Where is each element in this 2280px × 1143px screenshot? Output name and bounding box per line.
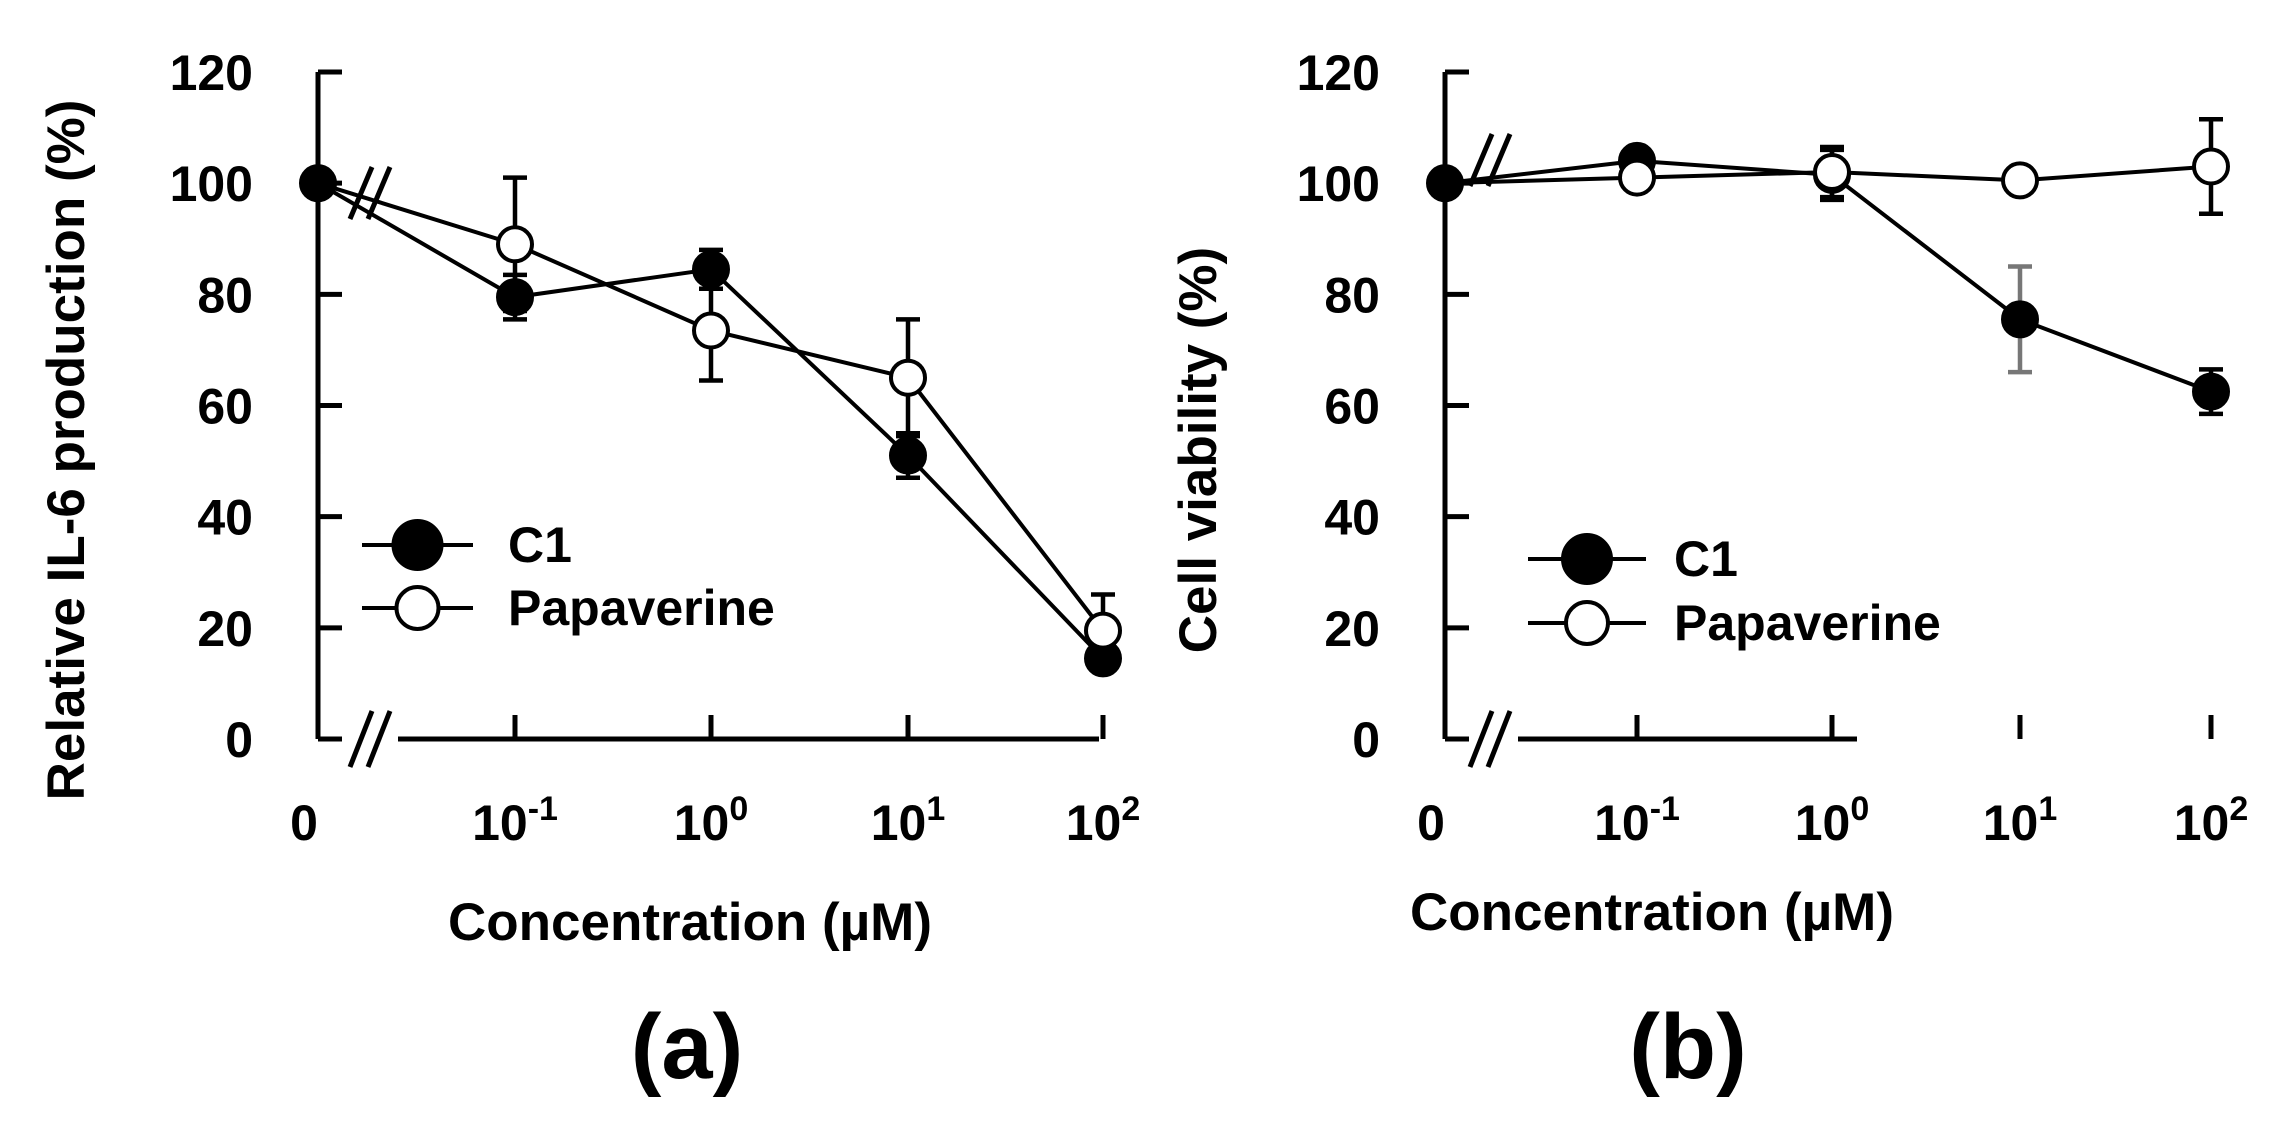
y-tick-label: 100 bbox=[170, 156, 253, 212]
series-break-mark bbox=[1467, 133, 1495, 187]
legend-marker-open bbox=[1564, 600, 1610, 646]
panel-label: (a) bbox=[631, 996, 743, 1098]
legend-label: Papaverine bbox=[508, 580, 775, 636]
data-point-filled bbox=[496, 278, 534, 317]
x-tick-label: 101 bbox=[871, 790, 946, 851]
data-point-open bbox=[2001, 161, 2039, 200]
data-point-open bbox=[692, 311, 730, 350]
y-tick-label: 0 bbox=[1352, 712, 1380, 768]
panel-b: 0 20 40 60 80 100 120 0 10-1 100 101 102 Cell viabil… bbox=[1169, 45, 2248, 1098]
y-tick-label: 20 bbox=[1324, 601, 1380, 657]
x-tick-label: 100 bbox=[1795, 790, 1870, 851]
data-point-open bbox=[1618, 158, 1656, 197]
y-tick-label: 60 bbox=[197, 379, 253, 435]
data-point-open bbox=[496, 225, 534, 264]
x-axis-break-mark bbox=[1485, 710, 1513, 768]
x-tick-label: 10-1 bbox=[472, 790, 558, 851]
data-point-open bbox=[889, 358, 927, 397]
legend-marker-open bbox=[394, 585, 441, 631]
data-point-filled bbox=[2001, 300, 2039, 339]
legend-label: C1 bbox=[1674, 531, 1738, 587]
x-tick-label: 101 bbox=[1983, 790, 2058, 851]
x-axis-break-mark bbox=[347, 710, 375, 768]
x-axis-break-mark bbox=[365, 710, 393, 768]
x-tick-label: 0 bbox=[1417, 795, 1445, 851]
x-axis-title: Concentration (µM) bbox=[1410, 883, 1894, 942]
y-tick-label: 120 bbox=[1297, 45, 1380, 101]
data-point-open bbox=[1813, 153, 1851, 192]
x-tick-label: 100 bbox=[674, 790, 749, 851]
y-axis-title: Cell viability (%) bbox=[1169, 247, 1228, 653]
legend-marker-filled bbox=[1561, 533, 1613, 585]
data-point-open bbox=[1084, 611, 1122, 650]
legend-label: C1 bbox=[508, 517, 572, 573]
series-break-mark bbox=[347, 166, 375, 220]
data-point-filled bbox=[1426, 164, 1464, 203]
data-point-filled bbox=[299, 164, 337, 203]
data-point-filled bbox=[889, 436, 927, 475]
series-break-mark bbox=[365, 166, 393, 220]
legend-label: Papaverine bbox=[1674, 595, 1941, 651]
y-tick-label: 60 bbox=[1324, 379, 1380, 435]
x-tick-label: 102 bbox=[1066, 790, 1141, 851]
y-tick-label: 0 bbox=[225, 712, 253, 768]
y-tick-label: 20 bbox=[197, 601, 253, 657]
x-tick-label: 0 bbox=[290, 795, 318, 851]
panel-label: (b) bbox=[1629, 996, 1746, 1098]
legend-marker-filled bbox=[391, 519, 444, 571]
data-point-filled bbox=[2192, 372, 2230, 411]
y-tick-label: 80 bbox=[1324, 267, 1380, 323]
panel-a: 0 20 40 60 80 100 120 0 10-1 100 101 102 Relative IL… bbox=[37, 45, 1140, 1098]
y-tick-label: 40 bbox=[1324, 490, 1380, 546]
x-tick-label: 102 bbox=[2174, 790, 2249, 851]
y-tick-label: 80 bbox=[197, 267, 253, 323]
x-axis-break-mark bbox=[1467, 710, 1495, 768]
x-axis-title: Concentration (µM) bbox=[448, 893, 932, 952]
y-tick-label: 120 bbox=[170, 45, 253, 101]
y-tick-label: 100 bbox=[1297, 156, 1380, 212]
data-point-filled bbox=[692, 250, 730, 289]
x-tick-label: 10-1 bbox=[1594, 790, 1680, 851]
y-axis-title: Relative IL-6 production (%) bbox=[37, 100, 96, 801]
y-tick-label: 40 bbox=[197, 490, 253, 546]
data-point-open bbox=[2192, 147, 2230, 186]
